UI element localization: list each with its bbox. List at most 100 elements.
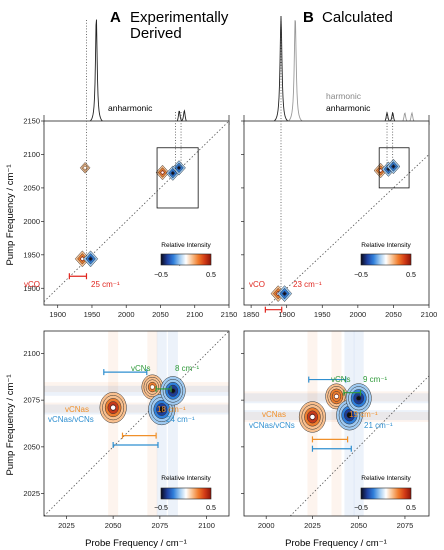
colorbar-max-ba: 0.5 — [206, 505, 216, 512]
probe-axis-label-a: Probe Frequency / cm⁻¹ — [85, 538, 187, 549]
ma-peak-1-center — [89, 257, 92, 261]
ba-y-tick-label: 2075 — [23, 396, 40, 405]
bb-linewidth-bar-2 — [311, 445, 352, 452]
mb-inset-box — [378, 147, 410, 189]
bb-linewidth-bar-3 — [308, 376, 347, 383]
ma-x-tick-label: 2150 — [221, 310, 238, 319]
colorbar-max-ma: 0.5 — [206, 272, 216, 279]
ba-stripe-h-1 — [44, 382, 229, 393]
bb-frame — [243, 330, 430, 517]
colorbar-max-bb: 0.5 — [406, 505, 416, 512]
ma-inset-box — [156, 147, 199, 209]
ma-frame — [43, 120, 230, 306]
ma-x-tick-label: 2050 — [152, 310, 169, 319]
panel-b-title: Calculated — [322, 9, 393, 26]
ma-y-tick-label: 2000 — [23, 217, 40, 226]
ma-diagonal — [44, 121, 229, 302]
ba-linewidth-bar-1 — [121, 432, 157, 439]
ba-stripe-v-3 — [167, 331, 178, 516]
bb-peak-2-center — [347, 412, 352, 418]
mb-linewidth-bar-0 — [264, 306, 283, 313]
spectrum-b: harmonic anharmonic — [243, 15, 430, 125]
ba-diagonal — [44, 331, 229, 516]
heatmap-a-bottom: 2025 2050 2075 2100 2025 2050 2075 2100 — [23, 330, 230, 530]
bb-stripe-v-1 — [331, 331, 342, 516]
vco-label-b: vCO — [249, 280, 265, 289]
ba-peak-1-center — [150, 385, 155, 389]
vcnas-width-b: 19 cm⁻¹ — [349, 410, 378, 419]
colorbar-title-bb: Relative Intensity — [361, 475, 411, 482]
ba-peak-0-center — [110, 405, 116, 410]
panel-a-title-line2: Derived — [130, 25, 182, 42]
vcnas-label-a: vCNas — [65, 405, 89, 414]
vcns-width-a: 8 cm⁻¹ — [175, 364, 200, 373]
anharmonic-label-a: anharmonic — [108, 103, 153, 113]
panel-b-letter: B — [303, 9, 314, 26]
ba-stripe-h-0 — [44, 402, 229, 413]
vcns-label-b: vCNs — [331, 375, 351, 384]
ba-linewidth-bar-3 — [103, 369, 148, 376]
bb-linewidth-bar-0 — [343, 389, 362, 396]
ma-peak-5-center — [83, 166, 87, 170]
panel-a-title-line1: Experimentally — [130, 9, 229, 26]
mb-x-tick-label: 2100 — [421, 310, 438, 319]
mb-x-tick-label: 1850 — [243, 310, 260, 319]
vcnas-vcns-label-b: vCNas/vCNs — [249, 421, 295, 430]
vcnas-vcns-width-a: 24 cm⁻¹ — [166, 415, 195, 424]
ba-plot-area — [44, 331, 229, 516]
ba-stripe-v-0 — [108, 331, 119, 516]
vcnas-vcns-label-a: vCNas/vCNs — [48, 415, 94, 424]
probe-axis-label-b: Probe Frequency / cm⁻¹ — [285, 538, 387, 549]
anharmonic-label-b: anharmonic — [326, 103, 371, 113]
ma-x-tick-label: 2100 — [186, 310, 203, 319]
bb-background — [244, 331, 429, 516]
ma-y-tick-label: 2050 — [23, 183, 40, 192]
ba-stripe-h-3 — [44, 385, 229, 396]
pump-axis-label-bottom: Pump Frequency / cm⁻¹ — [5, 374, 16, 475]
bb-plot-area — [244, 331, 429, 516]
ba-x-tick-label: 2075 — [152, 521, 169, 530]
colorbar-max-mb: 0.5 — [406, 272, 416, 279]
ma-y-tick-label: 2100 — [23, 150, 40, 159]
ba-x-tick-label: 2050 — [105, 521, 122, 530]
ba-peak-3-center — [170, 388, 176, 393]
ba-stripe-v-1 — [147, 331, 158, 516]
ma-peak-3-center — [171, 171, 175, 175]
mb-colorbar — [360, 253, 412, 266]
ma-colorbar — [160, 253, 212, 266]
vcns-label-a: vCNs — [131, 364, 151, 373]
colorbar-title-ma: Relative Intensity — [161, 242, 211, 249]
heatmap-b-bottom: 2000 2025 2050 2075 — [241, 330, 430, 530]
ba-x-tick-label: 2100 — [198, 521, 215, 530]
colorbar-min-ba: −0.5 — [154, 505, 168, 512]
colorbar-min-bb: −0.5 — [354, 505, 368, 512]
vco-width-a: 25 cm⁻¹ — [91, 280, 120, 289]
mb-diagonal — [268, 154, 429, 305]
ma-y-tick-label: 1950 — [23, 250, 40, 259]
mb-x-tick-label: 1950 — [314, 310, 331, 319]
ba-colorbar — [160, 487, 212, 500]
mb-frame — [243, 120, 430, 306]
bb-colorbar — [360, 487, 412, 500]
mb-x-tick-label: 1900 — [278, 310, 295, 319]
colorbar-min-mb: −0.5 — [354, 272, 368, 279]
ma-x-tick-label: 2000 — [118, 310, 135, 319]
bb-peak-1-center — [334, 394, 339, 399]
ba-frame — [43, 330, 230, 517]
colorbar-title-mb: Relative Intensity — [361, 242, 411, 249]
bb-peak-0-center — [310, 414, 315, 420]
heatmap-b-middle: 1850 1900 1950 2000 2050 2100 — [241, 120, 438, 319]
colorbar-title-ba: Relative Intensity — [161, 475, 211, 482]
bb-linewidth-bar-1 — [311, 436, 349, 443]
bb-x-tick-label: 2000 — [258, 521, 275, 530]
ba-y-tick-label: 2100 — [23, 349, 40, 358]
ma-x-tick-label: 1950 — [84, 310, 101, 319]
heatmap-a-middle: 1900 1950 2000 2050 2100 2150 1900 1950 2000 2050… — [23, 117, 237, 320]
vcns-width-b: 9 cm⁻¹ — [363, 375, 388, 384]
ba-x-tick-label: 2025 — [58, 521, 75, 530]
mb-background — [244, 121, 429, 305]
bb-x-tick-label: 2075 — [397, 521, 414, 530]
bb-x-tick-label: 2025 — [304, 521, 321, 530]
ba-linewidth-bar-0 — [155, 385, 172, 392]
